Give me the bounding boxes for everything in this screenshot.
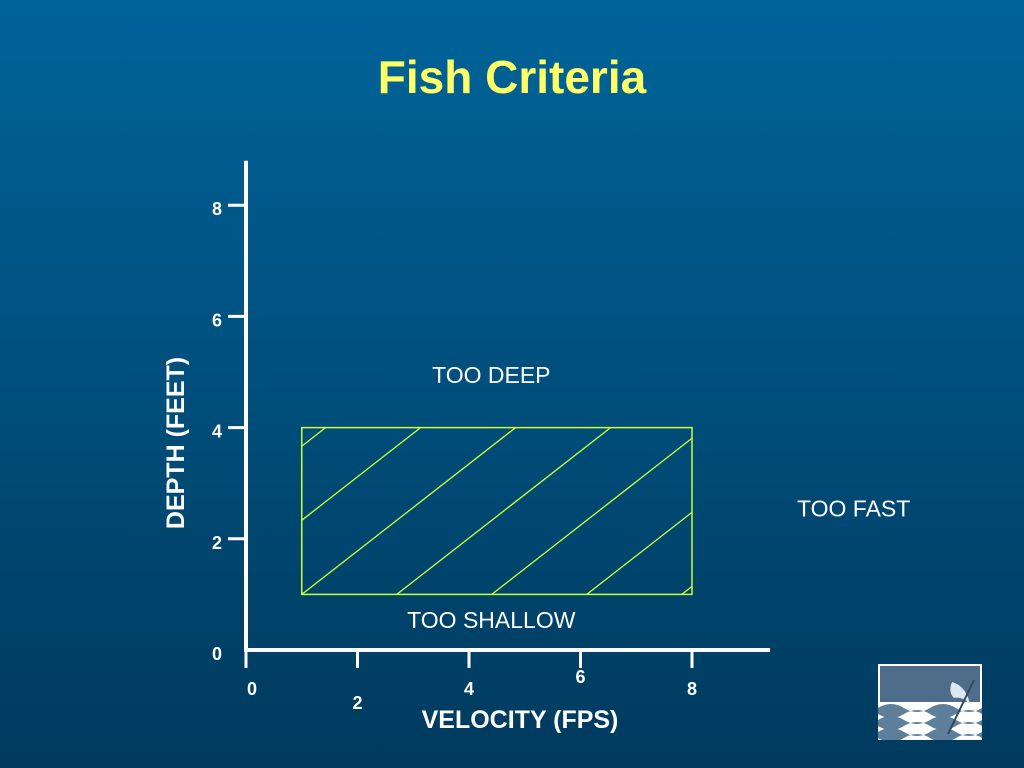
- hatch-line: [301, 427, 516, 595]
- x-axis-label: VELOCITY (FPS): [422, 706, 619, 734]
- region-hatching: [0, 427, 1024, 595]
- x-tick-label: 8: [687, 679, 697, 699]
- region-border: [301, 426, 693, 596]
- hatch-line: [396, 427, 611, 595]
- chart-axes: [228, 160, 771, 668]
- y-tick-label: 4: [212, 422, 222, 442]
- x-tick-label: 2: [352, 693, 362, 713]
- hatch-line: [586, 511, 692, 595]
- hatch-line: [17, 428, 231, 595]
- annotation-too-shallow: TOO SHALLOW: [407, 607, 576, 633]
- annotation-too-deep: TOO DEEP: [432, 362, 550, 388]
- x-tick-label: 0: [247, 679, 257, 699]
- hatch-line: [491, 437, 692, 595]
- watershed-council-logo: [878, 664, 982, 742]
- annotation-too-fast: TOO FAST: [797, 496, 910, 522]
- y-tick-label: 8: [212, 199, 222, 219]
- x-tick-label: 4: [464, 679, 474, 699]
- page-title: Fish Criteria: [377, 51, 647, 103]
- y-axis-label: DEPTH (FEET): [162, 357, 190, 529]
- x-tick-label: 6: [575, 667, 585, 687]
- criteria-region: [0, 426, 1024, 596]
- hatch-line: [967, 428, 1024, 595]
- hatch-line: [301, 427, 326, 448]
- hatch-line: [301, 427, 421, 522]
- y-tick-label: 2: [212, 533, 222, 553]
- y-tick-label: 6: [212, 310, 222, 330]
- hatch-line: [0, 428, 136, 595]
- y-tick-label: 0: [212, 644, 222, 664]
- chart-labels: 0 2 4 6 8 0 2 4 6 8 VELOCITY (FPS) DEPTH (FEET) TOO …: [162, 199, 910, 734]
